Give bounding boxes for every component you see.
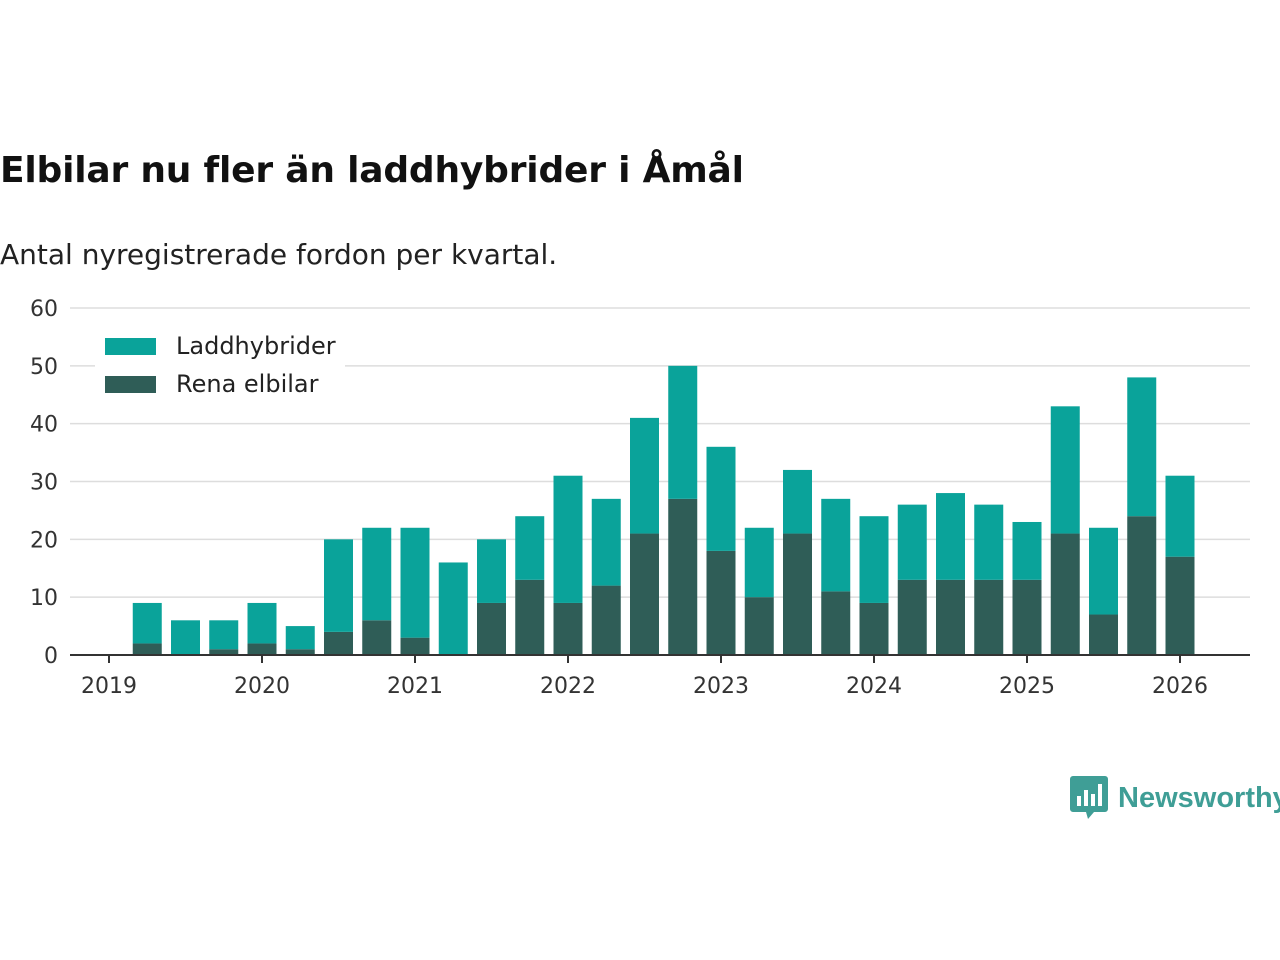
y-axis-labels: 0 10 20 30 40 50 60 [30,297,58,669]
bar-rena-elbilar [859,602,889,655]
bar-laddhybrider [132,602,162,644]
y-tick-label: 40 [30,413,58,438]
bar-rena-elbilar [936,579,965,655]
y-tick-label: 20 [30,528,58,553]
bar-laddhybrider [897,504,927,580]
bar-laddhybrider [438,562,468,655]
bar-laddhybrider [477,539,506,603]
legend: Laddhybrider Rena elbilar [95,326,345,408]
bar-laddhybrider [553,475,583,603]
x-tick-label: 2025 [999,674,1055,699]
bar-laddhybrider [1165,475,1195,557]
bar-rena-elbilar [974,579,1004,655]
x-tick-label: 2024 [846,674,902,699]
bar-laddhybrider [821,498,851,592]
bar-laddhybrider [974,504,1004,580]
bar-laddhybrider [515,516,545,580]
bar-rena-elbilar [247,643,277,655]
bar-rena-elbilar [821,591,851,655]
x-axis-labels: 2019 2020 2021 2022 2023 2024 2025 2026 [81,674,1208,699]
bar-laddhybrider [1089,527,1118,615]
bar-laddhybrider [936,493,965,580]
bar-laddhybrider [706,446,736,551]
bar-laddhybrider [1012,521,1042,580]
bar-rena-elbilar [400,637,430,655]
bar-laddhybrider [209,620,239,650]
bar-rena-elbilar [515,579,545,655]
bar-rena-elbilar [324,631,353,655]
bar-rena-elbilar [1012,579,1042,655]
x-tick-label: 2026 [1152,674,1208,699]
bar-laddhybrider [783,469,812,534]
bar-laddhybrider [668,365,698,499]
x-tick-label: 2020 [234,674,290,699]
bar-rena-elbilar [477,602,506,655]
y-tick-label: 60 [30,297,58,322]
x-tick-label: 2023 [693,674,749,699]
bar-rena-elbilar [668,498,698,655]
legend-label: Laddhybrider [176,332,336,360]
bar-rena-elbilar [630,533,659,655]
bar-laddhybrider [400,527,430,638]
y-tick-label: 0 [44,644,58,669]
bar-laddhybrider [591,498,621,586]
y-tick-label: 50 [30,355,58,380]
y-tick-label: 30 [30,471,58,496]
x-tick-label: 2022 [540,674,596,699]
bar-laddhybrider [171,620,200,655]
bar-rena-elbilar [744,597,774,655]
brand-name: Newsworthy [1118,781,1280,814]
legend-label: Rena elbilar [176,370,319,398]
bar-rena-elbilar [285,649,315,655]
bar-rena-elbilar [132,643,162,655]
x-axis [70,654,1250,663]
legend-swatch [105,338,156,355]
bar-rena-elbilar [362,620,392,655]
x-tick-label: 2021 [387,674,443,699]
bar-rena-elbilar [1165,556,1195,655]
bars [132,365,1195,655]
bar-rena-elbilar [553,602,583,655]
y-tick-label: 10 [30,586,58,611]
bar-laddhybrider [1050,406,1080,534]
bar-chart-speech-bubble-icon [1070,776,1108,819]
bar-rena-elbilar [706,550,736,655]
bar-rena-elbilar [209,649,239,655]
bar-rena-elbilar [1050,533,1080,655]
legend-swatch [105,376,156,393]
bar-rena-elbilar [897,579,927,655]
bar-rena-elbilar [783,533,812,655]
x-tick-label: 2019 [81,674,137,699]
bar-laddhybrider [247,602,277,644]
bar-laddhybrider [1127,377,1157,517]
chart-subtitle: Antal nyregistrerade fordon per kvartal. [0,238,558,271]
bar-laddhybrider [744,527,774,598]
bar-rena-elbilar [1089,614,1118,655]
newsworthy-logo: Newsworthy [1070,774,1280,822]
bar-rena-elbilar [591,585,621,655]
bar-laddhybrider [285,626,315,650]
bar-rena-elbilar [1127,516,1157,655]
chart-title: Elbilar nu fler än laddhybrider i Åmål [0,150,744,191]
bar-laddhybrider [362,527,392,621]
bar-laddhybrider [630,417,659,534]
bar-laddhybrider [324,539,353,632]
bar-laddhybrider [859,516,889,603]
